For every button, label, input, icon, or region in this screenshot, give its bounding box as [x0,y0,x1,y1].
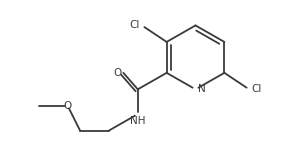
Text: N: N [197,84,205,94]
Text: O: O [64,101,72,111]
Text: NH: NH [130,116,146,126]
Text: Cl: Cl [129,20,140,30]
Text: Cl: Cl [251,84,262,94]
Text: O: O [113,68,121,78]
